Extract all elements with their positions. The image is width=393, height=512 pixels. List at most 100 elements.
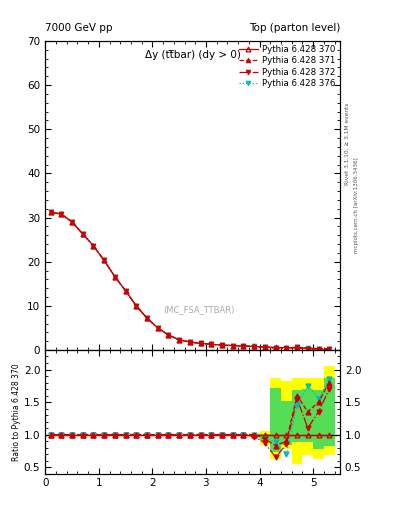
Pythia 6.428 376 xyxy=(80,231,85,237)
Pythia 6.428 371 xyxy=(177,337,182,343)
Pythia 6.428 376 xyxy=(177,337,182,343)
Pythia 6.428 372 xyxy=(263,344,267,350)
Pythia 6.428 372 xyxy=(48,209,53,216)
Pythia 6.428 371 xyxy=(263,344,267,350)
Text: mcplots.cern.ch [arXiv:1306.3436]: mcplots.cern.ch [arXiv:1306.3436] xyxy=(354,157,359,252)
Pythia 6.428 372 xyxy=(187,339,192,345)
Pythia 6.428 376 xyxy=(252,344,257,350)
Pythia 6.428 371 xyxy=(273,345,278,351)
Line: Pythia 6.428 376: Pythia 6.428 376 xyxy=(48,210,332,351)
Pythia 6.428 372 xyxy=(59,211,64,217)
Pythia 6.428 370 xyxy=(241,343,246,349)
Pythia 6.428 370 xyxy=(112,273,117,280)
Pythia 6.428 370 xyxy=(273,344,278,350)
Text: 7000 GeV pp: 7000 GeV pp xyxy=(45,23,113,33)
Pythia 6.428 370 xyxy=(48,209,53,216)
Pythia 6.428 372 xyxy=(134,303,139,309)
Text: Rivet 3.1.10, ≥ 3.1M events: Rivet 3.1.10, ≥ 3.1M events xyxy=(345,102,350,184)
Pythia 6.428 376 xyxy=(263,344,267,350)
Pythia 6.428 372 xyxy=(123,288,128,294)
Pythia 6.428 370 xyxy=(230,343,235,349)
Pythia 6.428 376 xyxy=(155,325,160,331)
Pythia 6.428 372 xyxy=(198,340,203,347)
Pythia 6.428 372 xyxy=(155,325,160,331)
Pythia 6.428 371 xyxy=(295,344,299,350)
Pythia 6.428 372 xyxy=(316,346,321,352)
Pythia 6.428 372 xyxy=(220,342,224,348)
Pythia 6.428 371 xyxy=(123,288,128,294)
Pythia 6.428 371 xyxy=(327,346,332,352)
Pythia 6.428 376 xyxy=(220,342,224,348)
Pythia 6.428 372 xyxy=(230,343,235,349)
Line: Pythia 6.428 372: Pythia 6.428 372 xyxy=(48,210,332,351)
Pythia 6.428 370 xyxy=(166,332,171,338)
Pythia 6.428 370 xyxy=(134,303,139,309)
Pythia 6.428 370 xyxy=(263,344,267,350)
Pythia 6.428 371 xyxy=(187,339,192,345)
Pythia 6.428 376 xyxy=(284,346,289,352)
Pythia 6.428 370 xyxy=(80,231,85,237)
Pythia 6.428 376 xyxy=(48,209,53,216)
Text: (MC_FSA_TTBAR): (MC_FSA_TTBAR) xyxy=(163,305,234,314)
Pythia 6.428 376 xyxy=(166,332,171,338)
Pythia 6.428 376 xyxy=(91,243,96,249)
Pythia 6.428 372 xyxy=(91,243,96,249)
Pythia 6.428 376 xyxy=(295,345,299,351)
Pythia 6.428 371 xyxy=(134,303,139,309)
Pythia 6.428 370 xyxy=(209,341,214,347)
Pythia 6.428 371 xyxy=(112,273,117,280)
Pythia 6.428 370 xyxy=(284,345,289,351)
Pythia 6.428 376 xyxy=(327,346,332,352)
Pythia 6.428 371 xyxy=(198,340,203,347)
Pythia 6.428 372 xyxy=(327,346,332,352)
Pythia 6.428 371 xyxy=(220,342,224,348)
Pythia 6.428 376 xyxy=(209,341,214,347)
Pythia 6.428 372 xyxy=(70,219,74,225)
Pythia 6.428 376 xyxy=(123,288,128,294)
Pythia 6.428 376 xyxy=(145,315,149,321)
Pythia 6.428 372 xyxy=(295,344,299,350)
Pythia 6.428 376 xyxy=(305,345,310,351)
Pythia 6.428 371 xyxy=(70,219,74,225)
Y-axis label: Ratio to Pythia 6.428 370: Ratio to Pythia 6.428 370 xyxy=(12,363,21,461)
Line: Pythia 6.428 370: Pythia 6.428 370 xyxy=(48,210,332,352)
Pythia 6.428 370 xyxy=(187,339,192,345)
Pythia 6.428 376 xyxy=(198,340,203,347)
Pythia 6.428 376 xyxy=(230,343,235,349)
Pythia 6.428 376 xyxy=(59,211,64,217)
Pythia 6.428 372 xyxy=(284,345,289,351)
Pythia 6.428 376 xyxy=(273,345,278,351)
Pythia 6.428 370 xyxy=(145,315,149,321)
Pythia 6.428 372 xyxy=(305,346,310,352)
Pythia 6.428 371 xyxy=(80,231,85,237)
Pythia 6.428 376 xyxy=(70,219,74,225)
Pythia 6.428 372 xyxy=(80,231,85,237)
Pythia 6.428 371 xyxy=(102,258,107,264)
Pythia 6.428 376 xyxy=(187,339,192,345)
Pythia 6.428 370 xyxy=(295,345,299,351)
Pythia 6.428 376 xyxy=(241,343,246,349)
Pythia 6.428 371 xyxy=(230,343,235,349)
Pythia 6.428 372 xyxy=(209,341,214,347)
Pythia 6.428 370 xyxy=(155,325,160,331)
Pythia 6.428 372 xyxy=(145,315,149,321)
Text: Top (parton level): Top (parton level) xyxy=(248,23,340,33)
Pythia 6.428 370 xyxy=(305,346,310,352)
Pythia 6.428 370 xyxy=(102,258,107,264)
Pythia 6.428 376 xyxy=(316,346,321,352)
Pythia 6.428 371 xyxy=(209,341,214,347)
Pythia 6.428 371 xyxy=(305,345,310,351)
Pythia 6.428 372 xyxy=(166,332,171,338)
Pythia 6.428 372 xyxy=(273,345,278,351)
Pythia 6.428 370 xyxy=(177,337,182,343)
Pythia 6.428 370 xyxy=(70,219,74,225)
Pythia 6.428 372 xyxy=(241,343,246,349)
Pythia 6.428 370 xyxy=(220,342,224,348)
Pythia 6.428 371 xyxy=(166,332,171,338)
Pythia 6.428 371 xyxy=(155,325,160,331)
Pythia 6.428 370 xyxy=(316,346,321,352)
Pythia 6.428 371 xyxy=(145,315,149,321)
Pythia 6.428 370 xyxy=(327,346,332,352)
Pythia 6.428 372 xyxy=(177,337,182,343)
Pythia 6.428 376 xyxy=(102,258,107,264)
